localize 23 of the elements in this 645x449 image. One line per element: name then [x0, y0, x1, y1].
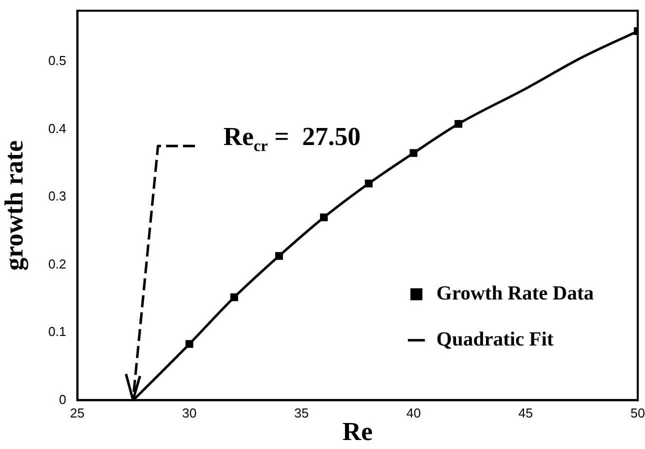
- x-axis-title: Re: [342, 417, 373, 446]
- legend-label: Quadratic Fit: [436, 328, 554, 350]
- legend-label: Growth Rate Data: [436, 282, 594, 304]
- point: [410, 149, 418, 157]
- y-tick-label: 0.3: [48, 188, 66, 204]
- y-tick-label: 0.2: [48, 256, 66, 272]
- x-tick-label: 30: [182, 406, 197, 421]
- point: [230, 293, 238, 302]
- point: [185, 340, 194, 348]
- x-tick-label: 35: [294, 406, 309, 421]
- x-tick-label: 25: [70, 406, 85, 421]
- x-tick-label: 40: [406, 406, 421, 421]
- y-tick-label: 0.1: [48, 324, 66, 340]
- point: [275, 252, 283, 260]
- y-axis-title: growth rate: [0, 140, 28, 271]
- x-tick-label: 45: [518, 406, 533, 421]
- y-tick-label: 0.4: [48, 120, 66, 136]
- y-tick-label: 0: [59, 392, 66, 407]
- point: [454, 120, 462, 128]
- x-tick-label: 50: [630, 406, 645, 421]
- y-tick-label: 0.5: [48, 53, 66, 68]
- point: [320, 213, 328, 222]
- point: [364, 180, 373, 188]
